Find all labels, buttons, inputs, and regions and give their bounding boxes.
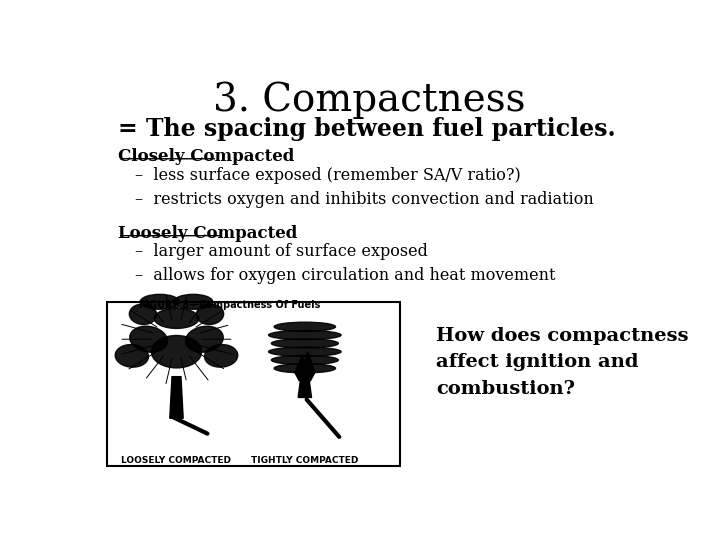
- Ellipse shape: [274, 364, 336, 373]
- Ellipse shape: [204, 345, 238, 367]
- Ellipse shape: [130, 304, 157, 325]
- Ellipse shape: [174, 294, 213, 309]
- Text: –  larger amount of surface exposed: – larger amount of surface exposed: [135, 243, 428, 260]
- Text: = The spacing between fuel particles.: = The spacing between fuel particles.: [118, 117, 616, 141]
- Ellipse shape: [271, 355, 338, 364]
- Ellipse shape: [186, 326, 223, 352]
- Text: How does compactness
affect ignition and
combustion?: How does compactness affect ignition and…: [436, 327, 688, 397]
- Ellipse shape: [140, 294, 179, 309]
- Text: –  allows for oxygen circulation and heat movement: – allows for oxygen circulation and heat…: [135, 267, 555, 284]
- Ellipse shape: [154, 308, 199, 328]
- Text: LOOSELY COMPACTED: LOOSELY COMPACTED: [122, 456, 232, 465]
- FancyBboxPatch shape: [107, 302, 400, 466]
- Ellipse shape: [271, 339, 338, 348]
- Polygon shape: [294, 352, 315, 381]
- Polygon shape: [170, 377, 183, 418]
- Ellipse shape: [269, 347, 341, 356]
- Ellipse shape: [151, 335, 202, 368]
- Text: –  less surface exposed (remember SA/V ratio?): – less surface exposed (remember SA/V ra…: [135, 167, 521, 184]
- Text: Loosely Compacted: Loosely Compacted: [118, 225, 297, 242]
- Ellipse shape: [197, 304, 224, 325]
- Ellipse shape: [274, 322, 336, 332]
- Text: TIGHTLY COMPACTED: TIGHTLY COMPACTED: [251, 456, 359, 465]
- Text: Closely Compacted: Closely Compacted: [118, 148, 294, 165]
- Ellipse shape: [130, 326, 168, 352]
- Text: –  restricts oxygen and inhibits convection and radiation: – restricts oxygen and inhibits convecti…: [135, 191, 593, 208]
- Ellipse shape: [269, 330, 341, 340]
- Text: FIGURE 8—Compactness Of Fuels: FIGURE 8—Compactness Of Fuels: [138, 300, 320, 310]
- Polygon shape: [298, 381, 312, 397]
- Text: 3. Compactness: 3. Compactness: [212, 82, 526, 119]
- Ellipse shape: [115, 345, 148, 367]
